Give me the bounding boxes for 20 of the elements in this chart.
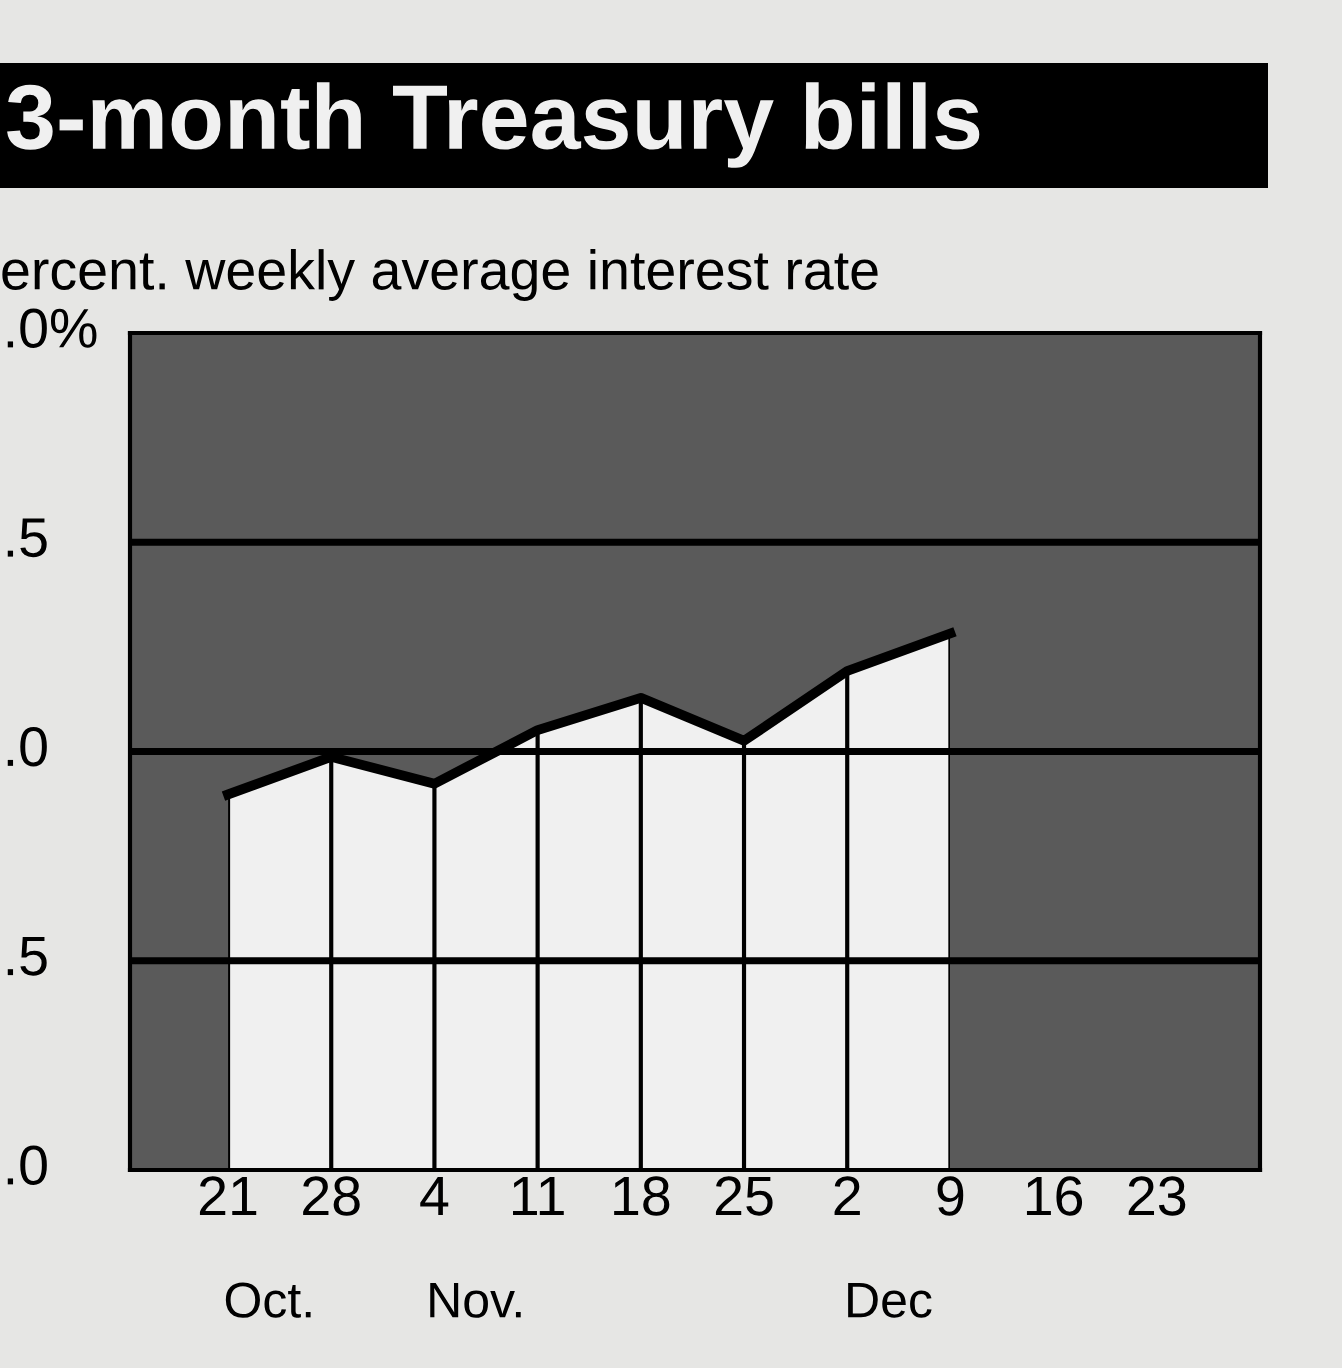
chart-title: 3-month Treasury bills — [7, 82, 980, 168]
text: .5 — [7, 936, 47, 976]
text: .0 — [7, 1145, 47, 1185]
x-tick-label: 23 — [1128, 1176, 1186, 1216]
text: .0 — [7, 727, 47, 767]
x-tick-label: 4 — [420, 1176, 449, 1216]
text: Nov. — [430, 1282, 521, 1318]
x-tick-label: 16 — [1026, 1176, 1083, 1216]
text: Oct. — [225, 1282, 311, 1318]
x-tick-label: 18 — [614, 1176, 670, 1216]
text: .0% — [7, 308, 97, 348]
x-tick-label: 21 — [199, 1176, 257, 1216]
x-tick-label: 2 — [834, 1176, 860, 1216]
x-tick-label: 11 — [513, 1176, 564, 1216]
x-tick-label: 9 — [937, 1176, 964, 1216]
x-tick-label: 28 — [303, 1176, 360, 1216]
x-tick-label: 25 — [715, 1176, 773, 1216]
text: Dec — [848, 1282, 932, 1318]
chart-subtitle: ercent. weekly average interest rate — [2, 249, 878, 301]
text: .5 — [7, 518, 47, 558]
